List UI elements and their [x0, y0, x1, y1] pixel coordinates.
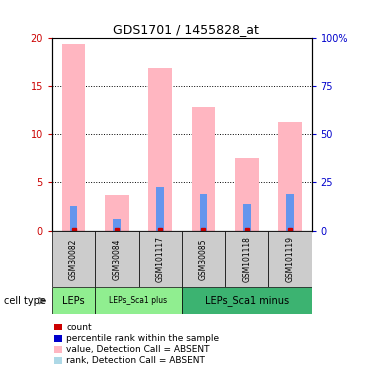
Bar: [278, 122, 302, 231]
Text: value, Detection Call = ABSENT: value, Detection Call = ABSENT: [66, 345, 210, 354]
Bar: [191, 107, 215, 231]
Bar: [52, 287, 95, 314]
Text: rank, Detection Call = ABSENT: rank, Detection Call = ABSENT: [66, 356, 205, 365]
Text: LEPs: LEPs: [62, 296, 85, 306]
Bar: [148, 68, 172, 231]
Bar: [113, 219, 121, 231]
Bar: [225, 231, 268, 287]
Text: cell type: cell type: [4, 296, 46, 306]
Bar: [182, 287, 312, 314]
Bar: [268, 231, 312, 287]
Text: GSM101119: GSM101119: [286, 236, 295, 282]
Bar: [286, 194, 294, 231]
Text: percentile rank within the sample: percentile rank within the sample: [66, 334, 219, 343]
Bar: [105, 195, 129, 231]
Bar: [62, 44, 85, 231]
Bar: [52, 231, 95, 287]
Text: LEPs_Sca1 plus: LEPs_Sca1 plus: [109, 296, 168, 305]
Text: GSM101117: GSM101117: [156, 236, 165, 282]
Bar: [138, 231, 182, 287]
Bar: [95, 287, 182, 314]
Bar: [156, 187, 164, 231]
Text: GSM101118: GSM101118: [242, 236, 251, 282]
Bar: [182, 231, 225, 287]
Bar: [200, 194, 207, 231]
Text: GSM30084: GSM30084: [112, 238, 121, 280]
Text: count: count: [66, 322, 92, 332]
Text: GDS1701 / 1455828_at: GDS1701 / 1455828_at: [112, 23, 259, 36]
Bar: [70, 207, 78, 231]
Text: GSM30082: GSM30082: [69, 238, 78, 280]
Bar: [95, 231, 138, 287]
Bar: [243, 204, 251, 231]
Text: LEPs_Sca1 minus: LEPs_Sca1 minus: [205, 295, 289, 306]
Text: GSM30085: GSM30085: [199, 238, 208, 280]
Bar: [235, 158, 259, 231]
